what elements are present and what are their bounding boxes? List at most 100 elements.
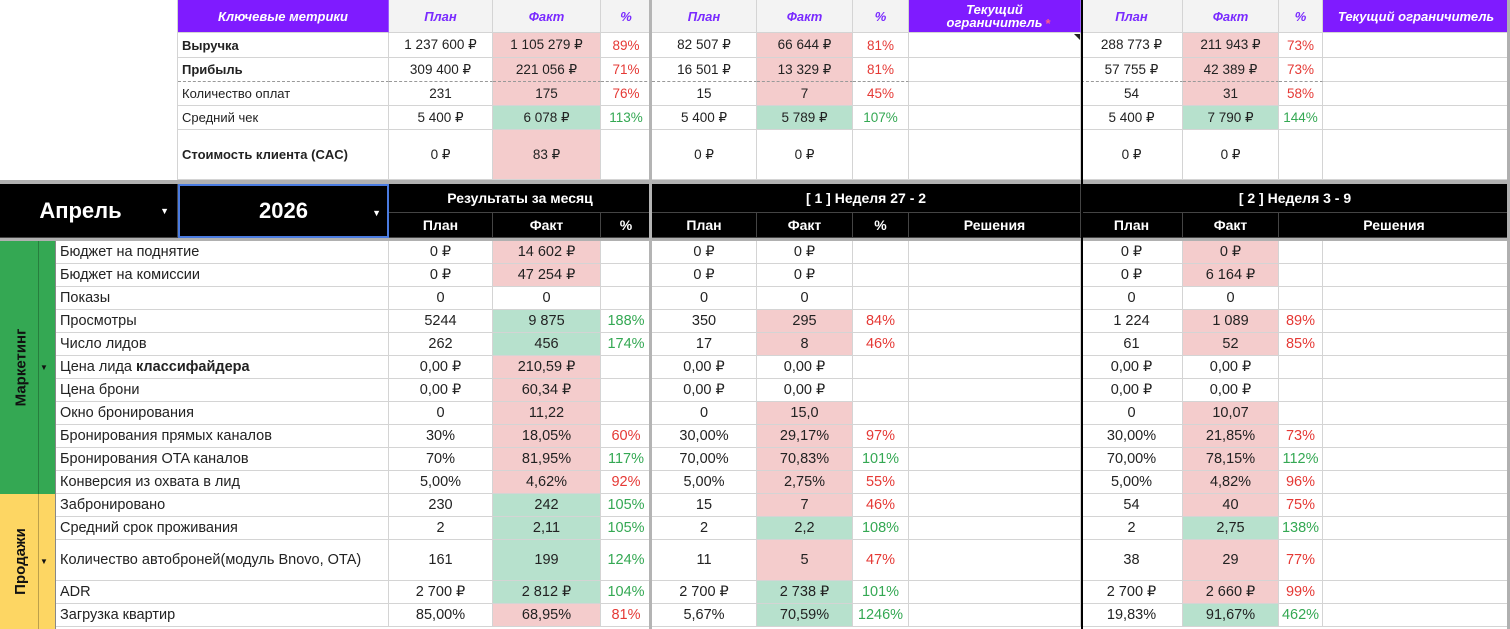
decision-cell-week2[interactable] [1323,448,1510,471]
group-divider [38,241,39,629]
limiter-cell-week1[interactable] [909,33,1081,58]
row-value: 19,83% [1081,604,1183,627]
decision-cell-week1[interactable] [909,310,1081,333]
row-value [601,402,652,425]
metric-value: 5 789 ₽ [757,106,853,130]
row-label: Бронирования прямых каналов [56,425,389,448]
row-value: 0 [652,402,757,425]
metric-value: 89% [601,33,652,58]
sub-header-decisions: Решения [1279,213,1510,238]
sub-header-decisions: Решения [909,213,1081,238]
metric-value: 144% [1279,106,1323,130]
limiter-label: Текущий ограничитель [946,2,1043,30]
limiter-cell-week2[interactable] [1323,33,1510,58]
row-value: 46% [853,333,909,356]
limiter-cell-week1[interactable] [909,130,1081,180]
row-value: 104% [601,581,652,604]
row-value [601,287,652,310]
year-select[interactable]: 2026 ▼ [178,184,389,238]
row-value: 174% [601,333,652,356]
metric-value: 211 943 ₽ [1183,33,1279,58]
decision-cell-week1[interactable] [909,517,1081,540]
row-value: 10,07 [1183,402,1279,425]
decision-cell-week2[interactable] [1323,402,1510,425]
row-value: 2 812 ₽ [493,581,601,604]
decision-cell-week2[interactable] [1323,333,1510,356]
decision-cell-week1[interactable] [909,494,1081,517]
decision-cell-week2[interactable] [1323,604,1510,627]
decision-cell-week2[interactable] [1323,241,1510,264]
limiter-header-week1: Текущий ограничитель * [909,0,1081,33]
metric-value: 0 ₽ [757,130,853,180]
decision-cell-week1[interactable] [909,287,1081,310]
row-value: 112% [1279,448,1323,471]
sub-header-plan: План [652,213,757,238]
metric-name: Стоимость клиента (CAC) [178,130,389,180]
limiter-cell-week2[interactable] [1323,106,1510,130]
decision-cell-week2[interactable] [1323,356,1510,379]
row-value: 0,00 ₽ [757,379,853,402]
month-select[interactable]: Апрель ▼ [0,184,178,238]
decision-cell-week2[interactable] [1323,264,1510,287]
limiter-cell-week2[interactable] [1323,58,1510,82]
decision-cell-week1[interactable] [909,448,1081,471]
row-value: 210,59 ₽ [493,356,601,379]
decision-cell-week1[interactable] [909,604,1081,627]
group-sales[interactable]: Продажи ▼ [0,494,56,629]
decision-cell-week1[interactable] [909,581,1081,604]
limiter-cell-week1[interactable] [909,106,1081,130]
decision-cell-week2[interactable] [1323,471,1510,494]
row-value: 462% [1279,604,1323,627]
decision-cell-week1[interactable] [909,425,1081,448]
decision-cell-week1[interactable] [909,356,1081,379]
decision-cell-week2[interactable] [1323,494,1510,517]
row-value: 105% [601,517,652,540]
metric-value [1279,130,1323,180]
row-value: 2,75% [757,471,853,494]
metric-value: 5 400 ₽ [1081,106,1183,130]
metrics-pct-header: % [853,0,909,33]
blank-left [0,130,178,180]
decision-cell-week1[interactable] [909,264,1081,287]
metric-value: 0 ₽ [1081,130,1183,180]
decision-cell-week1[interactable] [909,402,1081,425]
row-value: 0 [652,287,757,310]
decision-cell-week2[interactable] [1323,581,1510,604]
row-value: 199 [493,540,601,581]
row-label: Бронирования OTA каналов [56,448,389,471]
row-label-text: Просмотры [60,313,137,329]
metric-value: 54 [1081,82,1183,106]
row-value: 61 [1081,333,1183,356]
decision-cell-week2[interactable] [1323,379,1510,402]
decision-cell-week2[interactable] [1323,425,1510,448]
metric-value: 5 400 ₽ [652,106,757,130]
decision-cell-week1[interactable] [909,333,1081,356]
note-indicator [1074,34,1080,40]
decision-cell-week1[interactable] [909,471,1081,494]
limiter-cell-week2[interactable] [1323,130,1510,180]
row-value [853,264,909,287]
decision-cell-week2[interactable] [1323,310,1510,333]
row-value: 5244 [389,310,493,333]
row-value: 70,59% [757,604,853,627]
row-value: 5 [757,540,853,581]
row-value: 85,00% [389,604,493,627]
limiter-cell-week2[interactable] [1323,82,1510,106]
decision-cell-week2[interactable] [1323,287,1510,310]
decision-cell-week1[interactable] [909,540,1081,581]
row-value: 0 ₽ [1081,264,1183,287]
dropdown-arrow-icon: ▼ [160,206,169,216]
decision-cell-week2[interactable] [1323,517,1510,540]
decision-cell-week1[interactable] [909,379,1081,402]
metric-value: 57 755 ₽ [1081,58,1183,82]
row-value: 55% [853,471,909,494]
decision-cell-week2[interactable] [1323,540,1510,581]
row-value: 7 [757,494,853,517]
decision-cell-week1[interactable] [909,241,1081,264]
row-label: Бюджет на комиссии [56,264,389,287]
required-mark: * [1045,16,1051,31]
limiter-cell-week1[interactable] [909,58,1081,82]
limiter-cell-week1[interactable] [909,82,1081,106]
row-value: 78,15% [1183,448,1279,471]
group-marketing[interactable]: Маркетинг ▼ [0,241,56,494]
